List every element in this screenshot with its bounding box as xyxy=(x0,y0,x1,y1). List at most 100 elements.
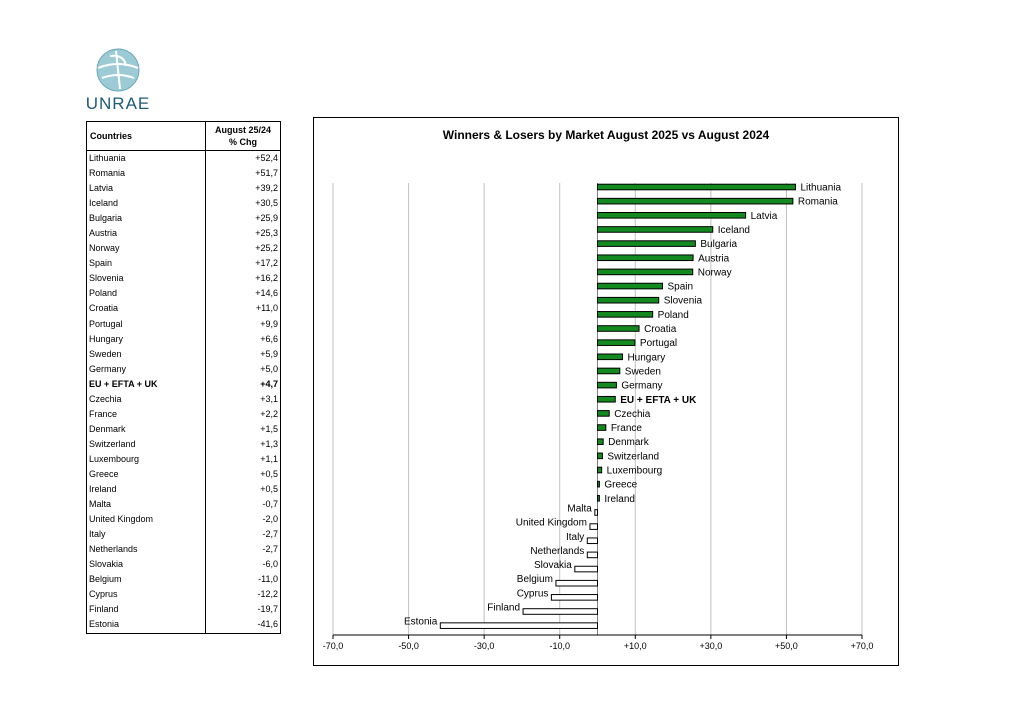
country-name: Hungary xyxy=(87,331,206,347)
table-row: United Kingdom -2,0 xyxy=(87,512,280,528)
bar-label: Poland xyxy=(658,310,689,321)
bar-label: Malta xyxy=(567,503,592,514)
country-name: Belgium xyxy=(87,572,206,588)
bar xyxy=(597,240,696,247)
country-name: Italy xyxy=(87,527,206,543)
header-change-unit: % Chg xyxy=(229,137,257,147)
header-change-period: August 25/24 xyxy=(214,125,272,135)
change-value: +39,2 xyxy=(255,183,278,194)
change-value: +1,1 xyxy=(260,453,278,464)
table-row: Netherlands -2,7 xyxy=(87,542,280,558)
change-value: -2,7 xyxy=(262,544,278,555)
bar-label: Netherlands xyxy=(530,546,584,557)
table-row: Ireland +0,5 xyxy=(87,482,280,498)
bar xyxy=(597,438,604,445)
bar xyxy=(574,565,599,573)
bar-label: Belgium xyxy=(517,574,553,585)
bar xyxy=(597,311,654,318)
change-value: +52,4 xyxy=(255,153,278,163)
bar xyxy=(597,325,640,332)
country-name: Estonia xyxy=(87,617,206,633)
bar-label: Greece xyxy=(604,480,637,491)
bar-label: United Kingdom xyxy=(516,518,587,529)
country-name: Austria xyxy=(87,226,206,242)
table-body: Lithuania +52,4 Romania +51,7 Latvia +39,2 Ice… xyxy=(87,151,280,633)
table-row: Latvia +39,2 xyxy=(87,181,280,197)
bar xyxy=(597,410,610,417)
change-value: -6,0 xyxy=(262,559,278,570)
bar xyxy=(597,282,663,290)
x-tick-label: -10,0 xyxy=(549,641,570,651)
country-name: Finland xyxy=(87,602,206,618)
change-value: +1,5 xyxy=(260,423,278,434)
change-value: -2,7 xyxy=(262,529,278,540)
bar xyxy=(597,339,636,346)
table-row: Bulgaria +25,9 xyxy=(87,211,280,227)
change-value: -41,6 xyxy=(257,619,278,630)
change-value: +5,9 xyxy=(260,348,278,359)
change-value: +0,5 xyxy=(260,468,278,479)
table-row: Germany +5,0 xyxy=(87,361,280,377)
country-name: Romania xyxy=(87,166,206,182)
bar-label: EU + EFTA + UK xyxy=(620,395,697,406)
bar xyxy=(597,296,660,304)
bar-label: Sweden xyxy=(625,366,661,377)
bar xyxy=(586,551,598,559)
chart-frame: Winners & Losers by Market August 2025 v… xyxy=(313,117,899,666)
bar-label: Norway xyxy=(698,267,732,278)
change-value: -11,0 xyxy=(258,574,278,585)
country-name: Portugal xyxy=(87,316,206,332)
bar-label: Croatia xyxy=(644,324,677,335)
table-row: Iceland +30,5 xyxy=(87,196,280,212)
table-row: Italy -2,7 xyxy=(87,527,280,543)
change-value: +51,7 xyxy=(255,168,278,179)
bar xyxy=(594,509,599,516)
country-name: Netherlands xyxy=(87,542,206,558)
bar-label: Finland xyxy=(487,603,520,614)
table-row: Slovenia +16,2 xyxy=(87,271,280,287)
table-row: France +2,2 xyxy=(87,406,280,422)
table-row: Belgium -11,0 xyxy=(87,572,280,588)
bar-label: France xyxy=(611,423,643,434)
table-row: Finland -19,7 xyxy=(87,602,280,618)
header-change: August 25/24 % Chg xyxy=(206,122,280,150)
country-name: Greece xyxy=(87,466,206,483)
x-tick-label: -50,0 xyxy=(398,641,419,651)
x-tick-label: +10,0 xyxy=(624,641,647,651)
bar-label: Portugal xyxy=(640,338,677,349)
bar xyxy=(597,353,623,361)
table-row: Luxembourg +1,1 xyxy=(87,451,280,467)
country-name: Malta xyxy=(87,497,206,513)
change-value: +4,7 xyxy=(260,378,278,389)
table-row: Spain +17,2 xyxy=(87,256,280,272)
table-row: Cyprus -12,2 xyxy=(87,587,280,603)
bar xyxy=(597,268,694,276)
bar xyxy=(597,424,607,431)
bar-label: Austria xyxy=(698,253,730,264)
country-name: Czechia xyxy=(87,391,206,407)
bar xyxy=(555,579,598,587)
country-name: Cyprus xyxy=(87,587,206,603)
bar xyxy=(597,183,796,191)
bar-label: Spain xyxy=(667,282,693,293)
country-name: Lithuania xyxy=(87,151,206,167)
country-name: Latvia xyxy=(87,181,206,197)
bar xyxy=(439,622,598,629)
bar xyxy=(597,395,616,403)
table-row: Slovakia -6,0 xyxy=(87,557,280,573)
table-row: Czechia +3,1 xyxy=(87,391,280,407)
bar-label: Italy xyxy=(566,532,584,543)
change-value: -19,7 xyxy=(257,604,278,615)
chart-title: Winners & Losers by Market August 2025 v… xyxy=(442,128,770,142)
change-value: +30,5 xyxy=(255,198,278,209)
table-row: Switzerland +1,3 xyxy=(87,436,280,452)
table-row: Malta -0,7 xyxy=(87,497,280,513)
table-row: Hungary +6,6 xyxy=(87,331,280,347)
x-tick-label: -30,0 xyxy=(474,641,495,651)
bar-label: Latvia xyxy=(751,211,778,222)
change-value: +2,2 xyxy=(260,408,278,419)
country-name: Denmark xyxy=(87,421,206,437)
table-row: Portugal +9,9 xyxy=(87,316,280,332)
bar-label: Lithuania xyxy=(800,183,841,194)
table-header: Countries August 25/24 % Chg xyxy=(87,122,280,151)
